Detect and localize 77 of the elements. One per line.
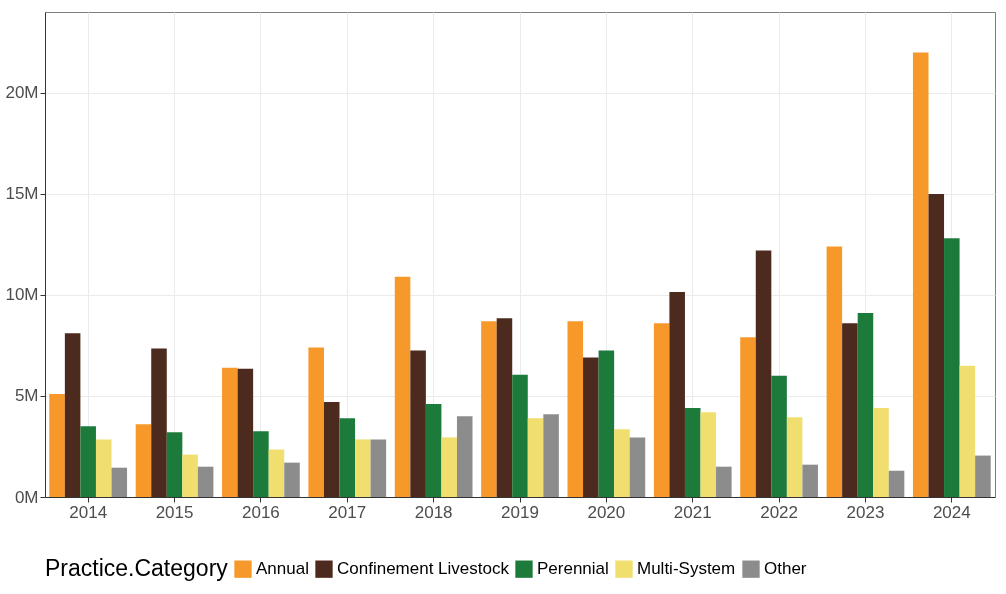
x-tick-label: 2023 [846, 502, 885, 522]
x-tick-label: 2017 [328, 502, 367, 522]
bar [268, 449, 285, 497]
bar [928, 193, 945, 497]
x-tick-label: 2015 [155, 502, 194, 522]
bar [786, 417, 803, 497]
bar [614, 429, 630, 497]
bar [49, 393, 65, 497]
bar [80, 426, 96, 497]
x-tick-label: 2020 [587, 502, 626, 522]
legend-label: Confinement Livestock [337, 559, 510, 579]
x-tick-label: 2022 [760, 502, 798, 522]
bar [64, 333, 81, 497]
bar [151, 348, 167, 497]
legend-label: Perennial [537, 559, 609, 579]
x-tick-label: 2014 [69, 502, 108, 522]
legend-label: Multi-System [637, 559, 736, 579]
bar [95, 439, 112, 497]
bar [197, 466, 214, 497]
bar [135, 424, 152, 497]
bar [944, 238, 960, 497]
bar [182, 454, 198, 497]
bar [496, 318, 513, 497]
bar [959, 365, 976, 497]
bar [253, 431, 269, 497]
bar [339, 418, 356, 497]
bar [598, 350, 615, 497]
bar [410, 350, 426, 497]
legend-label: Annual [256, 559, 309, 579]
y-tick-label: 20M [5, 83, 39, 103]
bar [857, 313, 874, 497]
bar [323, 402, 340, 497]
bar [826, 246, 843, 497]
x-tick-label: 2016 [242, 502, 280, 522]
bar [456, 416, 473, 497]
bar [543, 414, 559, 497]
bar [912, 52, 929, 497]
bar [308, 347, 324, 497]
y-tick-label: 5M [14, 386, 39, 406]
bar [975, 455, 991, 497]
bar [284, 462, 300, 497]
bar [583, 357, 599, 497]
bar [755, 250, 772, 497]
bar [355, 439, 371, 497]
bar [842, 323, 858, 497]
bar [481, 321, 497, 497]
bar [394, 276, 411, 497]
y-tick-label: 0M [14, 487, 39, 507]
bar [700, 412, 717, 497]
bar [512, 374, 528, 497]
legend-title: Practice.Category [45, 555, 229, 581]
x-tick-label: 2021 [673, 502, 712, 522]
bar [771, 375, 787, 497]
legend-label: Other [764, 559, 807, 579]
bar [111, 467, 128, 497]
bar [166, 432, 183, 497]
y-tick-label: 10M [5, 285, 39, 305]
bar [441, 437, 457, 497]
bar [370, 439, 387, 497]
x-tick-label: 2024 [932, 502, 971, 522]
bar [888, 470, 905, 497]
bar [425, 404, 442, 497]
bar [653, 323, 670, 497]
bar [716, 466, 732, 497]
bar [629, 437, 646, 497]
bar [222, 367, 238, 497]
bar [740, 337, 756, 497]
x-tick-label: 2018 [414, 502, 453, 522]
y-tick-label: 15M [5, 184, 39, 204]
bar [567, 321, 584, 497]
bar [527, 418, 544, 497]
bar [873, 408, 889, 497]
x-tick-label: 2019 [501, 502, 539, 522]
bar [802, 464, 818, 497]
bar [237, 368, 254, 497]
bar [684, 408, 701, 497]
bar [669, 291, 685, 497]
